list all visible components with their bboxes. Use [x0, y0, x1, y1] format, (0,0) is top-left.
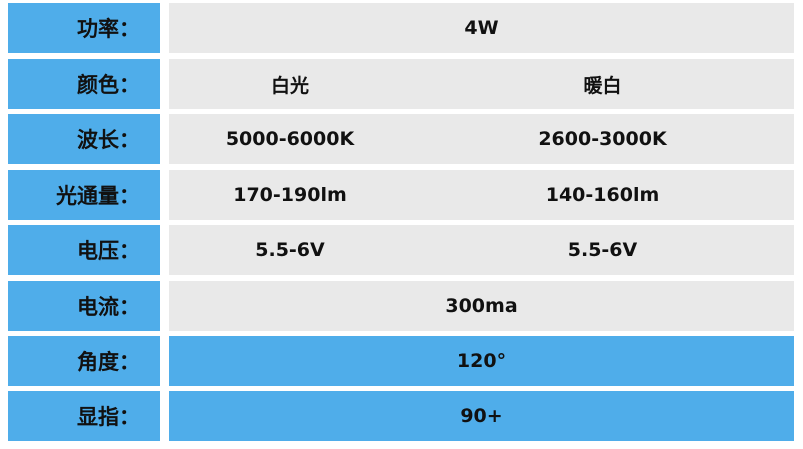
row-value-cell: 白光 暖白	[169, 59, 794, 109]
row-label: 波长：	[8, 114, 160, 164]
row-value-warm: 140-160lm	[545, 184, 660, 206]
row-value: 90+	[460, 405, 503, 427]
row-value: 4W	[464, 17, 499, 39]
row-label: 颜色：	[8, 59, 160, 109]
row-label: 角度：	[8, 336, 160, 386]
row-value-cell: 4W	[169, 3, 794, 53]
spec-row-voltage: 电压： 5.5-6V 5.5-6V	[8, 225, 794, 275]
row-value-warm: 暖白	[583, 74, 622, 97]
row-value-cell: 5.5-6V 5.5-6V	[169, 225, 794, 275]
row-label: 电流：	[8, 281, 160, 331]
row-value-cell: 5000-6000K 2600-3000K	[169, 114, 794, 164]
row-value-white: 170-190lm	[233, 184, 347, 206]
row-value-warm: 5.5-6V	[567, 239, 638, 261]
row-value-white: 5.5-6V	[255, 239, 325, 261]
row-label: 显指：	[8, 391, 160, 441]
row-value-cell: 120°	[169, 336, 794, 386]
spec-row-current: 电流： 300ma	[8, 281, 794, 331]
spec-row-wavelength: 波长： 5000-6000K 2600-3000K	[8, 114, 794, 164]
row-value-white: 白光	[270, 74, 309, 97]
spec-row-cri: 显指： 90+	[8, 391, 794, 441]
row-value-warm: 2600-3000K	[538, 128, 667, 150]
row-label: 功率：	[8, 3, 160, 53]
row-value-white: 5000-6000K	[225, 128, 355, 150]
row-label: 光通量：	[8, 170, 160, 220]
row-value: 300ma	[445, 295, 518, 317]
spec-row-angle: 角度： 120°	[8, 336, 794, 386]
row-value-cell: 170-190lm 140-160lm	[169, 170, 794, 220]
row-label: 电压：	[8, 225, 160, 275]
spec-row-power: 功率： 4W	[8, 3, 794, 53]
row-value: 120°	[456, 350, 507, 372]
spec-row-luminous-flux: 光通量： 170-190lm 140-160lm	[8, 170, 794, 220]
spec-row-color: 颜色： 白光 暖白	[8, 59, 794, 109]
row-value-cell: 300ma	[169, 281, 794, 331]
row-value-cell: 90+	[169, 391, 794, 441]
